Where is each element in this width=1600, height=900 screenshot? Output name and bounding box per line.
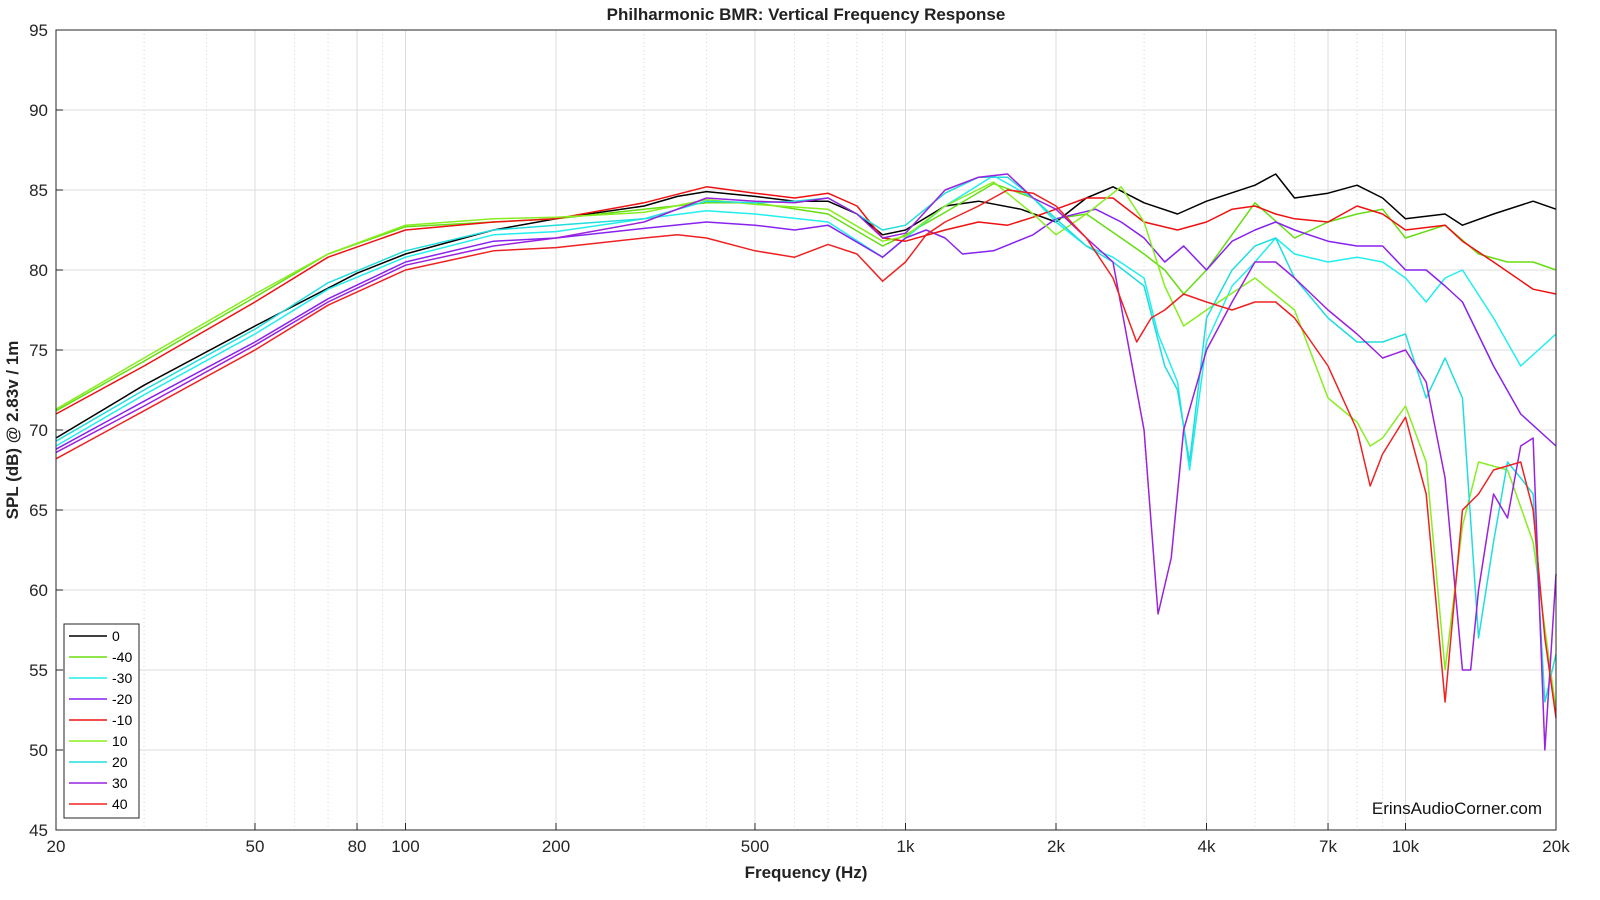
x-tick-label: 10k <box>1392 837 1420 856</box>
legend-label: 40 <box>112 796 128 812</box>
x-tick-label: 100 <box>391 837 419 856</box>
y-tick-label: 75 <box>29 341 48 360</box>
grid <box>56 30 1556 830</box>
x-tick-label: 2k <box>1047 837 1065 856</box>
series-line-10 <box>55 181 1557 711</box>
y-tick-label: 90 <box>29 101 48 120</box>
x-tick-label: 7k <box>1319 837 1337 856</box>
y-tick-label: 85 <box>29 181 48 200</box>
y-tick-label: 50 <box>29 741 48 760</box>
y-tick-label: 70 <box>29 421 48 440</box>
y-axis-label: SPL (dB) @ 2.83v / 1m <box>3 341 22 520</box>
series-line-20 <box>55 176 1557 703</box>
legend: 0 -40 -30 -20 -10 10 20 30 40 <box>63 623 140 819</box>
legend-label: -40 <box>112 649 132 665</box>
legend-label: 30 <box>112 775 128 791</box>
legend-label: 10 <box>112 733 128 749</box>
axis-ticks: 20 50 80 100 200 500 1k 2k 4k 7k 10k 20k45505560657… <box>29 21 1570 856</box>
y-tick-label: 80 <box>29 261 48 280</box>
series-line--30 <box>55 174 1557 471</box>
x-tick-label: 80 <box>348 837 367 856</box>
y-tick-label: 60 <box>29 581 48 600</box>
series-line--20 <box>55 208 1557 450</box>
y-tick-label: 55 <box>29 661 48 680</box>
legend-label: 0 <box>112 628 120 644</box>
series-lines <box>55 173 1557 751</box>
legend-label: -20 <box>112 691 132 707</box>
x-tick-label: 500 <box>741 837 769 856</box>
x-axis-label: Frequency (Hz) <box>745 863 868 882</box>
series-line-40 <box>55 189 1557 719</box>
x-tick-label: 20 <box>47 837 66 856</box>
x-tick-label: 4k <box>1198 837 1216 856</box>
x-tick-label: 50 <box>246 837 265 856</box>
legend-label: -30 <box>112 670 132 686</box>
x-tick-label: 20k <box>1542 837 1570 856</box>
y-tick-label: 65 <box>29 501 48 520</box>
legend-label: -10 <box>112 712 132 728</box>
x-tick-label: 200 <box>542 837 570 856</box>
y-tick-label: 45 <box>29 821 48 840</box>
series-line-30 <box>55 173 1557 751</box>
y-tick-label: 95 <box>29 21 48 40</box>
legend-label: 20 <box>112 754 128 770</box>
chart-title: Philharmonic BMR: Vertical Frequency Res… <box>607 5 1006 24</box>
watermark: ErinsAudioCorner.com <box>1372 799 1542 818</box>
x-tick-label: 1k <box>897 837 915 856</box>
